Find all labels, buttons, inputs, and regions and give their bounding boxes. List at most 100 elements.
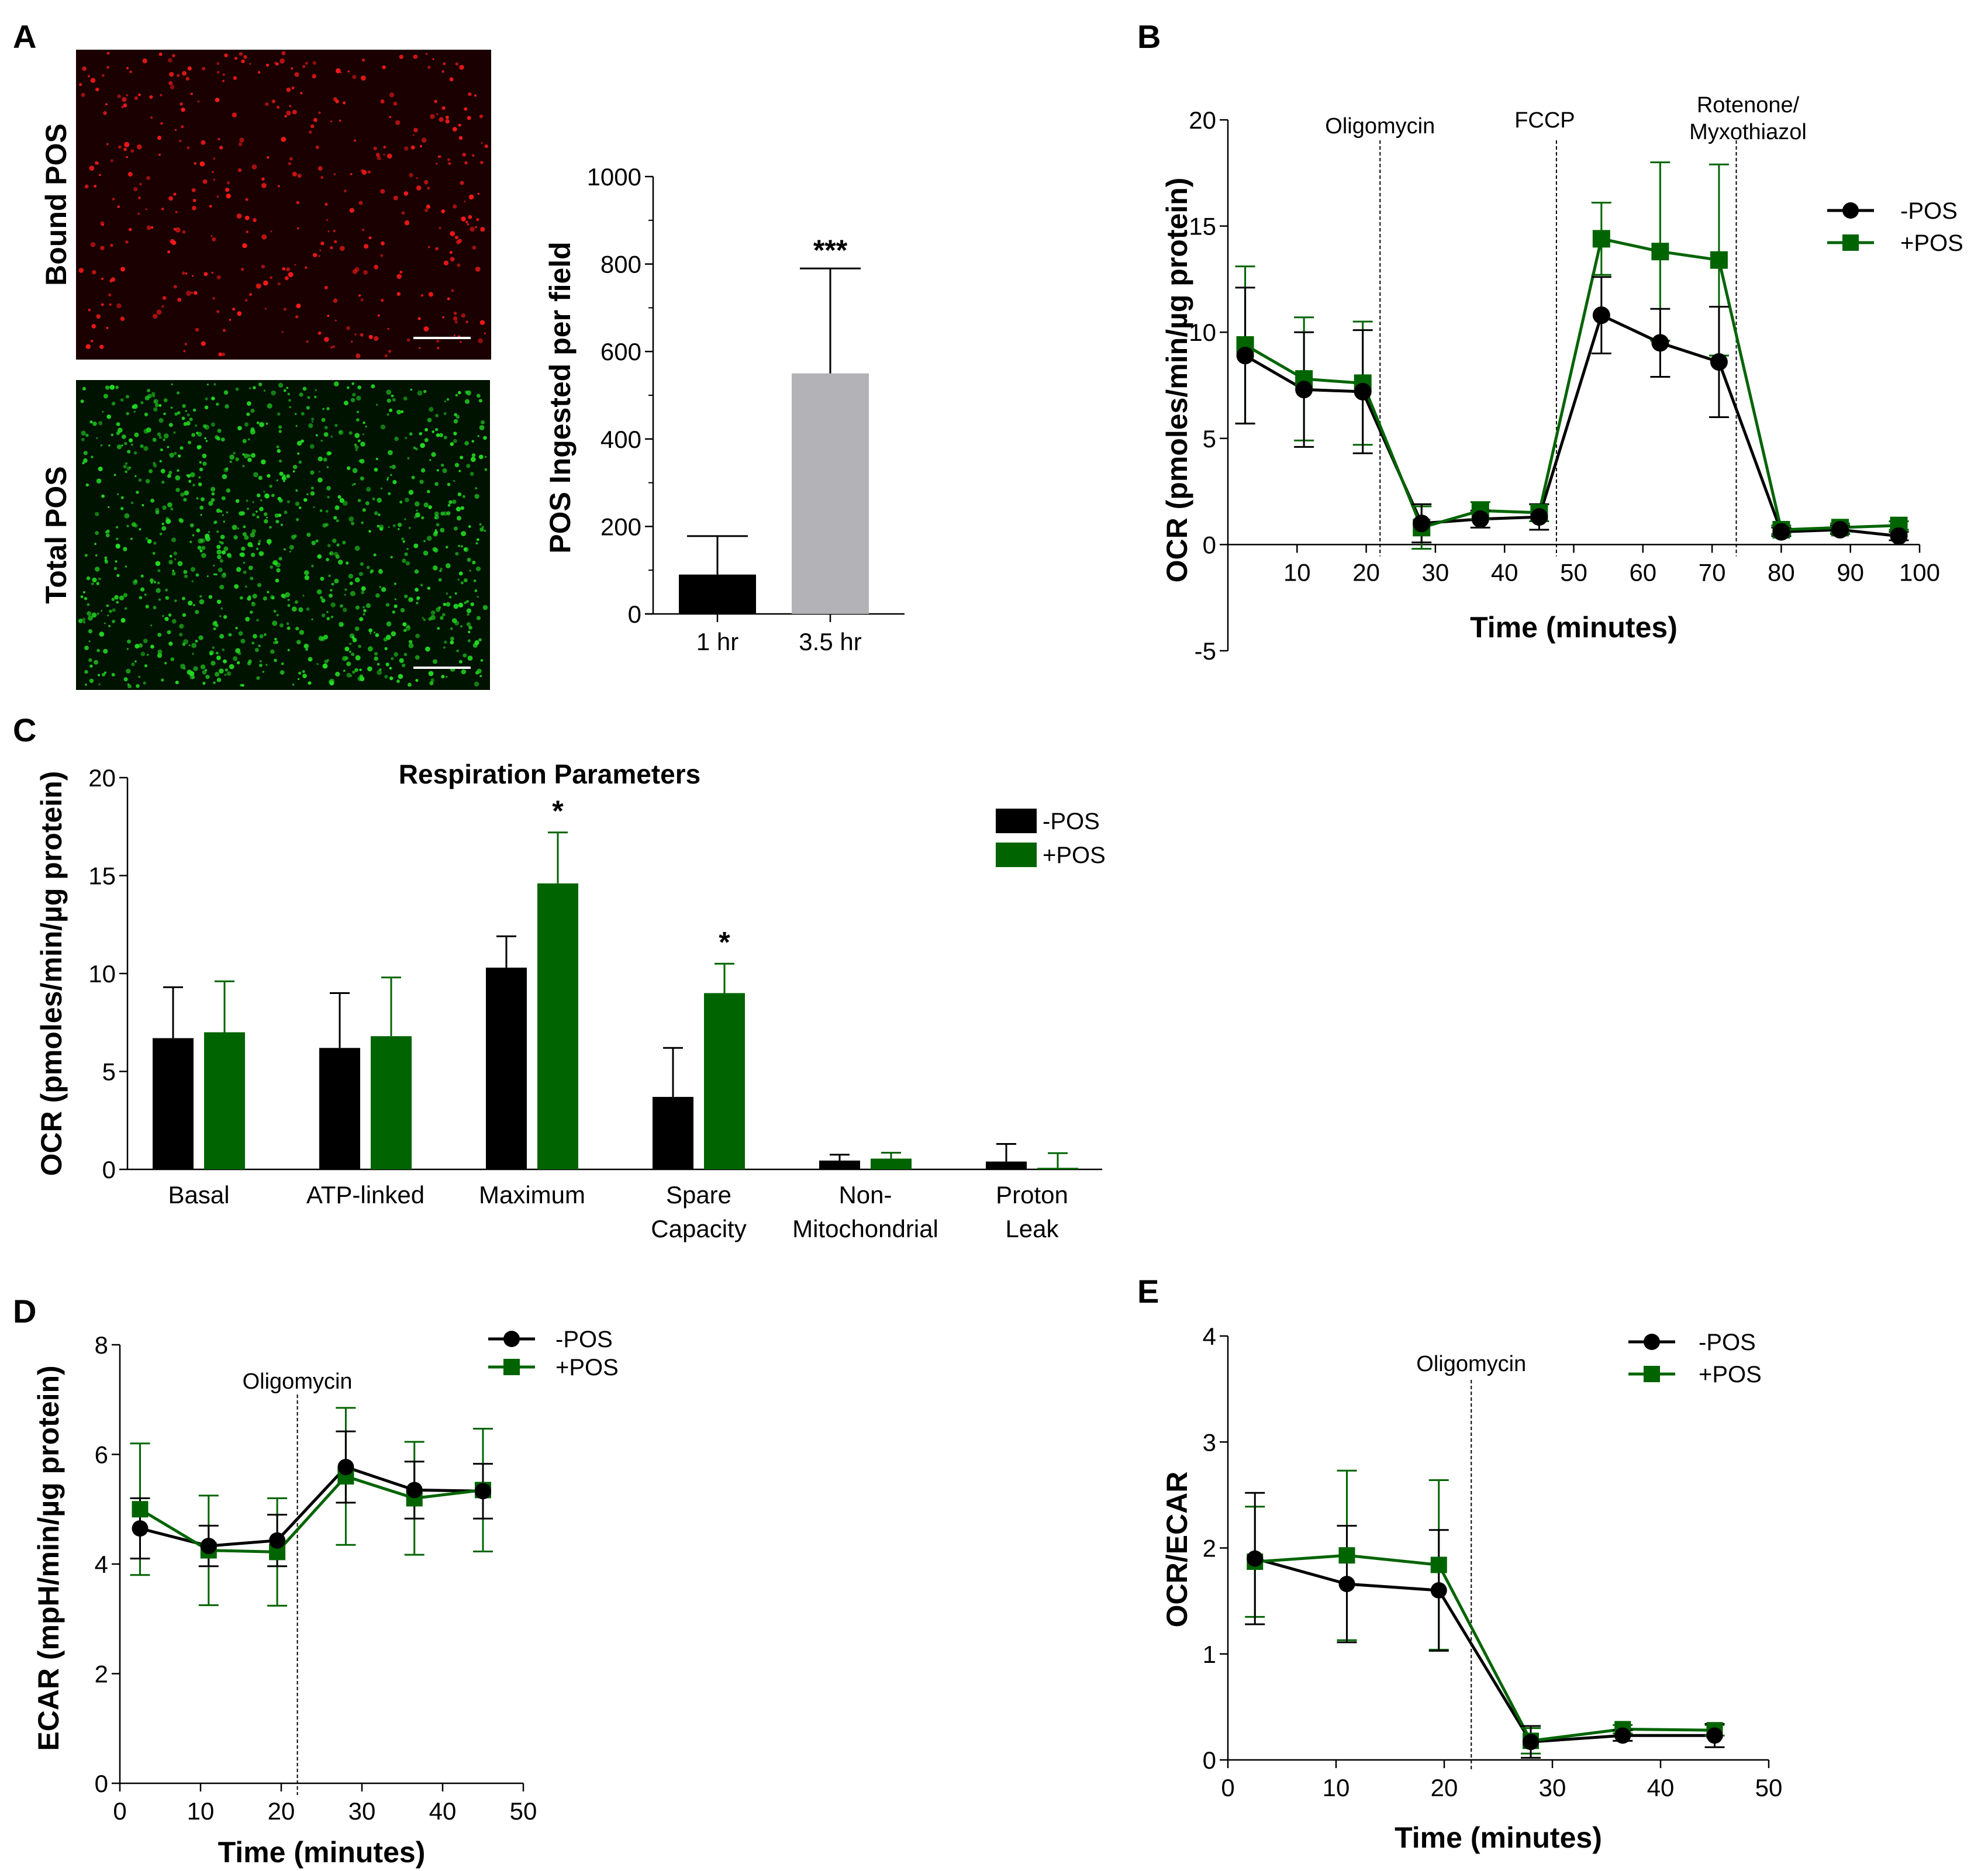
significance-marker: * xyxy=(552,795,564,827)
particle xyxy=(251,513,256,517)
particle xyxy=(467,558,471,562)
particle xyxy=(368,628,372,633)
particle xyxy=(226,511,228,513)
particle xyxy=(310,124,315,129)
particle xyxy=(225,404,229,409)
particle xyxy=(108,444,111,447)
particle xyxy=(458,571,463,576)
particle xyxy=(136,684,140,688)
particle xyxy=(423,618,426,622)
particle xyxy=(237,426,242,431)
particle xyxy=(453,334,455,336)
particle xyxy=(467,116,471,120)
particle xyxy=(212,646,215,650)
particle xyxy=(123,593,128,598)
particle xyxy=(414,501,420,507)
particle xyxy=(202,461,207,466)
particle xyxy=(477,596,479,598)
particle xyxy=(116,431,120,436)
particle xyxy=(366,486,371,492)
particle xyxy=(258,540,261,543)
particle xyxy=(182,643,186,646)
x-axis-title: Time (minutes) xyxy=(218,1836,426,1869)
bar-neg-pos xyxy=(653,1097,693,1169)
particle xyxy=(87,75,90,78)
particle xyxy=(184,490,189,496)
particle xyxy=(355,448,358,451)
particle xyxy=(205,440,208,442)
particle xyxy=(154,403,159,408)
bar-neg-pos xyxy=(986,1161,1027,1169)
x-axis-title: Time (minutes) xyxy=(1395,1821,1602,1854)
particle xyxy=(295,413,297,415)
particle xyxy=(355,605,360,610)
particle xyxy=(294,72,299,77)
particle xyxy=(337,495,341,499)
particle xyxy=(213,627,216,630)
legend-marker-plus-pos xyxy=(503,1359,520,1375)
x-tick-label: 70 xyxy=(1699,558,1726,586)
particle xyxy=(127,450,131,454)
particle xyxy=(147,539,152,544)
particle xyxy=(274,61,277,64)
x-tick-label: 3.5 hr xyxy=(799,628,861,655)
particle xyxy=(215,651,219,655)
particle xyxy=(211,396,215,401)
particle xyxy=(361,591,365,595)
particle xyxy=(415,633,420,638)
particle xyxy=(281,137,287,142)
particle xyxy=(265,63,270,67)
particle xyxy=(402,540,405,543)
particle xyxy=(356,353,361,358)
particle xyxy=(295,424,298,427)
particle xyxy=(299,392,303,397)
particle xyxy=(377,314,380,317)
particle xyxy=(235,626,238,630)
particle xyxy=(447,158,451,161)
particle xyxy=(475,542,478,545)
particle xyxy=(479,320,485,325)
particle xyxy=(388,450,393,455)
particle xyxy=(453,316,458,321)
particle xyxy=(82,617,86,622)
particle xyxy=(385,662,389,667)
particle xyxy=(165,588,168,592)
particle xyxy=(253,219,256,222)
particle xyxy=(470,226,475,232)
particle xyxy=(298,506,302,509)
particle xyxy=(405,626,411,631)
particle xyxy=(453,439,457,443)
particle xyxy=(189,540,192,543)
particle xyxy=(109,609,112,613)
particle xyxy=(147,389,150,392)
particle xyxy=(94,543,96,546)
legend-label: +POS xyxy=(1043,843,1106,868)
particle xyxy=(161,208,164,210)
particle xyxy=(213,573,216,576)
particle xyxy=(100,221,105,226)
particle xyxy=(362,606,365,609)
y-tick-label: 20 xyxy=(88,764,116,792)
particle xyxy=(198,476,201,479)
particle xyxy=(378,513,381,516)
data-point-neg-pos xyxy=(1523,1734,1539,1751)
particle xyxy=(110,159,113,163)
particle xyxy=(199,505,204,510)
particle xyxy=(117,205,120,208)
particle xyxy=(464,107,468,111)
particle xyxy=(292,470,295,472)
particle xyxy=(391,464,396,470)
particle xyxy=(416,597,420,601)
particle xyxy=(348,516,354,522)
particle xyxy=(195,424,198,427)
significance-marker: *** xyxy=(813,234,848,267)
particle xyxy=(208,500,213,506)
y-axis-title: ECAR (mpH/min/µg protein) xyxy=(32,1365,65,1751)
particle xyxy=(304,266,308,270)
x-tick-label: Leak xyxy=(1005,1215,1059,1242)
particle xyxy=(221,352,225,357)
data-point-plus-pos xyxy=(1430,1556,1447,1573)
